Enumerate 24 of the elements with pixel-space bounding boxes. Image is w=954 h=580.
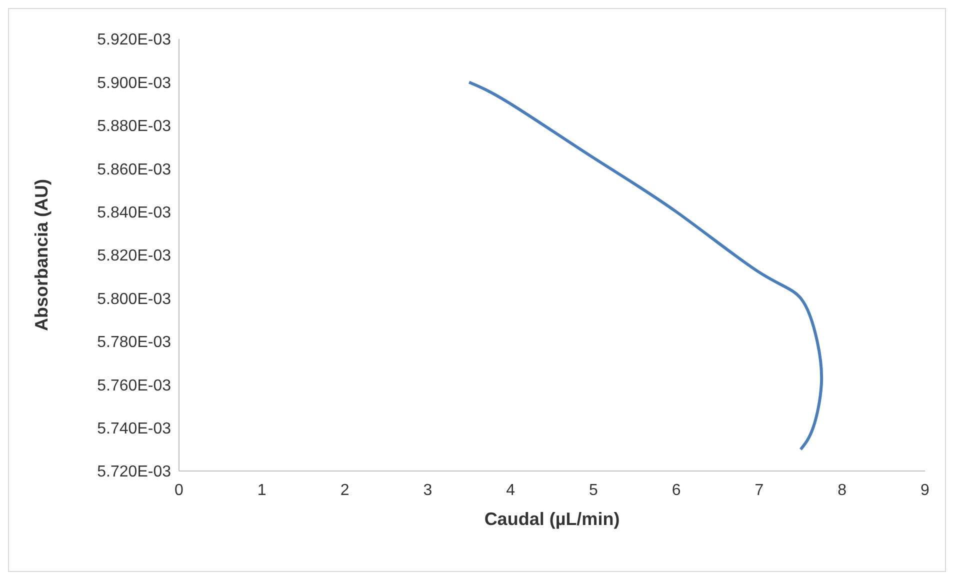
y-tick-label: 5.720E-03 xyxy=(97,464,172,481)
y-axis-title: Absorbancia (AU) xyxy=(31,178,52,332)
x-tick-label: 4 xyxy=(506,482,516,499)
x-tick-label: 0 xyxy=(174,482,184,499)
y-tick-label: 5.800E-03 xyxy=(97,290,172,308)
y-tick-label: 5.840E-03 xyxy=(97,204,172,222)
x-tick-label: 9 xyxy=(920,482,930,499)
y-tick-label: 5.760E-03 xyxy=(97,377,172,394)
y-tick-label: 5.860E-03 xyxy=(97,161,172,178)
x-tick-label: 3 xyxy=(423,482,432,499)
y-tick-label: 5.920E-03 xyxy=(97,32,172,49)
x-tick-label: 8 xyxy=(838,482,847,499)
line-series xyxy=(468,80,824,451)
y-tick-label: 5.820E-03 xyxy=(97,248,172,265)
y-tick-label: 5.740E-03 xyxy=(97,420,172,438)
x-tick-label: 2 xyxy=(340,482,350,499)
x-axis-title: Caudal (µL/min) xyxy=(484,509,620,529)
y-tick-label: 5.780E-03 xyxy=(97,334,172,352)
x-tick-label: 1 xyxy=(257,482,266,499)
x-tick-label: 6 xyxy=(672,482,681,499)
y-tick-label: 5.900E-03 xyxy=(97,74,172,92)
x-tick-label: 7 xyxy=(754,482,764,499)
y-tick-label: 5.880E-03 xyxy=(97,118,172,136)
x-tick-label: 5 xyxy=(588,482,598,499)
